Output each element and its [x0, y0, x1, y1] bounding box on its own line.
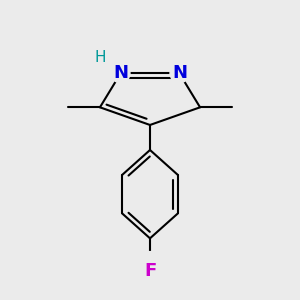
Circle shape	[141, 252, 159, 269]
Text: F: F	[144, 262, 156, 280]
Text: N: N	[113, 64, 128, 82]
Text: N: N	[172, 64, 187, 82]
Text: H: H	[95, 50, 106, 65]
Circle shape	[111, 64, 130, 83]
Circle shape	[170, 64, 189, 83]
